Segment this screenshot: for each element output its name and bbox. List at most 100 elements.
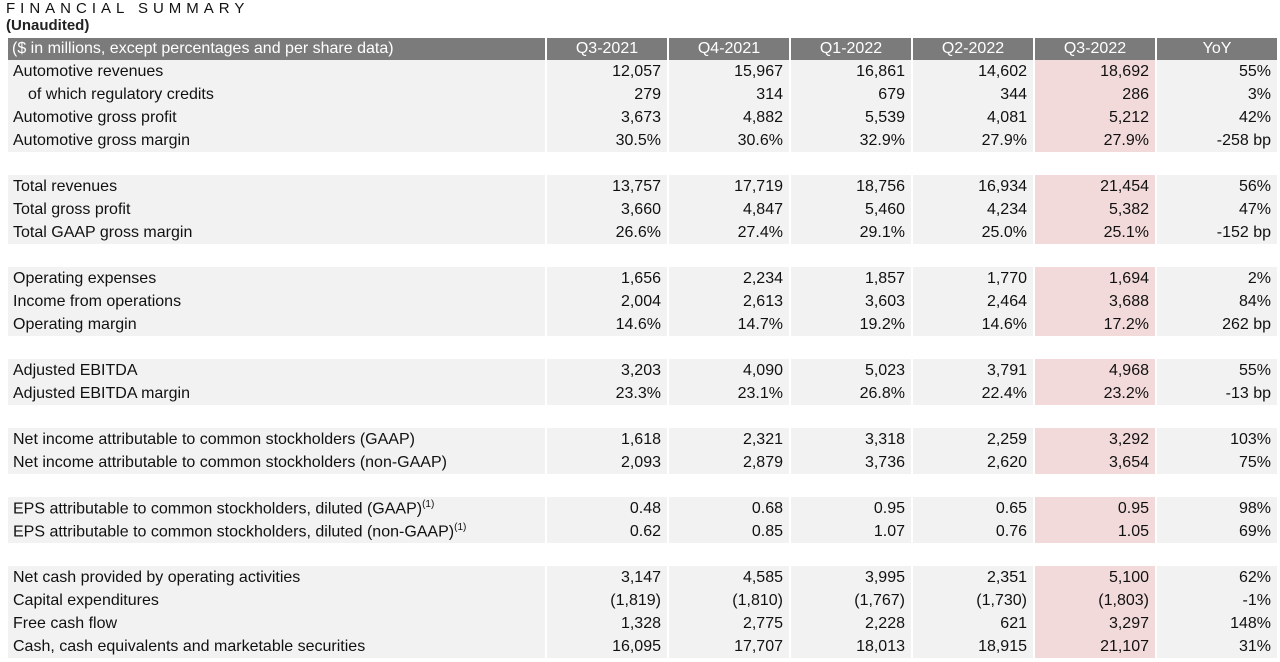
spacer-cell — [791, 474, 911, 497]
spacer-cell — [913, 336, 1033, 359]
row-label-text: Net cash provided by operating activitie… — [13, 568, 301, 586]
table-cell: 621 — [913, 612, 1033, 635]
table-cell: 3,203 — [547, 359, 667, 382]
table-row: Automotive gross profit 3,673 4,882 5,539 4,… — [8, 106, 1277, 129]
row-label-text: Operating expenses — [13, 269, 157, 287]
table-cell: 3,292 — [1035, 428, 1155, 451]
row-label-text: EPS attributable to common stockholders,… — [13, 523, 455, 541]
row-label-text: Free cash flow — [13, 614, 118, 632]
row-label-text: EPS attributable to common stockholders,… — [13, 500, 423, 518]
table-cell: 0.68 — [669, 497, 789, 520]
table-cell: 0.76 — [913, 520, 1033, 543]
spacer-row — [8, 336, 1277, 359]
row-label-text: Adjusted EBITDA margin — [13, 384, 190, 402]
table-cell: 31% — [1157, 635, 1277, 658]
table-cell: 2,613 — [669, 290, 789, 313]
header-col-q3-2021: Q3-2021 — [547, 38, 667, 60]
spacer-cell — [1035, 474, 1155, 497]
table-cell: 15,967 — [669, 60, 789, 83]
table-cell: 98% — [1157, 497, 1277, 520]
table-cell: 4,081 — [913, 106, 1033, 129]
table-cell: 1,656 — [547, 267, 667, 290]
table-cell: 27.9% — [1035, 129, 1155, 152]
table-cell: 14.7% — [669, 313, 789, 336]
table-cell: 3,736 — [791, 451, 911, 474]
table-cell: -1% — [1157, 589, 1277, 612]
table-row: Total GAAP gross margin 26.6% 27.4% 29.1% 25… — [8, 221, 1277, 244]
table-cell: 2,775 — [669, 612, 789, 635]
table-cell: 18,013 — [791, 635, 911, 658]
table-cell: 42% — [1157, 106, 1277, 129]
spacer-cell — [8, 405, 545, 428]
header-row: ($ in millions, except percentages and p… — [8, 38, 1277, 60]
row-label: EPS attributable to common stockholders,… — [8, 497, 545, 520]
spacer-cell — [1157, 405, 1277, 428]
spacer-cell — [791, 336, 911, 359]
table-row: Capital expenditures (1,819) (1,810) (1,767… — [8, 589, 1277, 612]
spacer-cell — [1157, 336, 1277, 359]
table-cell: 2% — [1157, 267, 1277, 290]
document-subtitle: (Unaudited) — [6, 17, 90, 34]
table-row: EPS attributable to common stockholders,… — [8, 520, 1277, 543]
table-cell: 3,791 — [913, 359, 1033, 382]
table-row: Net income attributable to common stockh… — [8, 428, 1277, 451]
table-cell: 55% — [1157, 60, 1277, 83]
spacer-cell — [1035, 152, 1155, 175]
table-cell: 0.48 — [547, 497, 667, 520]
table-cell: 3,673 — [547, 106, 667, 129]
table-cell: 19.2% — [791, 313, 911, 336]
row-label: Automotive revenues — [8, 60, 545, 83]
row-label-text: Automotive gross margin — [13, 131, 190, 149]
table-cell: 3,688 — [1035, 290, 1155, 313]
spacer-cell — [1157, 474, 1277, 497]
spacer-cell — [8, 543, 545, 566]
table-cell: 47% — [1157, 198, 1277, 221]
row-label-text: Automotive gross profit — [13, 108, 177, 126]
table-cell: 32.9% — [791, 129, 911, 152]
row-label-text: of which regulatory credits — [28, 85, 214, 103]
table-cell: 3% — [1157, 83, 1277, 106]
table-cell: (1,810) — [669, 589, 789, 612]
row-label-text: Automotive revenues — [13, 62, 164, 80]
table-cell: 5,460 — [791, 198, 911, 221]
spacer-cell — [669, 474, 789, 497]
spacer-cell — [1035, 543, 1155, 566]
table-cell: 4,090 — [669, 359, 789, 382]
row-label-text: Total revenues — [13, 177, 118, 195]
row-label: Free cash flow — [8, 612, 545, 635]
row-label-text: Net income attributable to common stockh… — [13, 430, 415, 448]
table-cell: 2,620 — [913, 451, 1033, 474]
spacer-cell — [547, 543, 667, 566]
row-label: Capital expenditures — [8, 589, 545, 612]
table-row: Automotive gross margin 30.5% 30.6% 32.9% 27… — [8, 129, 1277, 152]
row-label-text: Adjusted EBITDA — [13, 361, 138, 379]
table-cell: 262 bp — [1157, 313, 1277, 336]
table-cell: 314 — [669, 83, 789, 106]
row-label-text: Income from operations — [13, 292, 182, 310]
table-cell: 3,297 — [1035, 612, 1155, 635]
row-label: Income from operations — [8, 290, 545, 313]
table-cell: 344 — [913, 83, 1033, 106]
table-cell: 2,259 — [913, 428, 1033, 451]
spacer-cell — [669, 152, 789, 175]
table-cell: 14.6% — [547, 313, 667, 336]
table-cell: 17,707 — [669, 635, 789, 658]
table-cell: (1,767) — [791, 589, 911, 612]
row-label: Automotive gross profit — [8, 106, 545, 129]
table-cell: 3,654 — [1035, 451, 1155, 474]
footnote-marker: (1) — [422, 498, 435, 510]
table-cell: 16,095 — [547, 635, 667, 658]
table-cell: 2,464 — [913, 290, 1033, 313]
spacer-cell — [791, 244, 911, 267]
table-cell: 1,770 — [913, 267, 1033, 290]
table-cell: 4,968 — [1035, 359, 1155, 382]
table-cell: 16,861 — [791, 60, 911, 83]
table-cell: 3,147 — [547, 566, 667, 589]
table-cell: 2,321 — [669, 428, 789, 451]
header-col-q1-2022: Q1-2022 — [791, 38, 911, 60]
table-cell: 279 — [547, 83, 667, 106]
table-row: Adjusted EBITDA 3,203 4,090 5,023 3,791 4,968… — [8, 359, 1277, 382]
spacer-cell — [547, 474, 667, 497]
spacer-cell — [669, 543, 789, 566]
table-cell: 2,004 — [547, 290, 667, 313]
